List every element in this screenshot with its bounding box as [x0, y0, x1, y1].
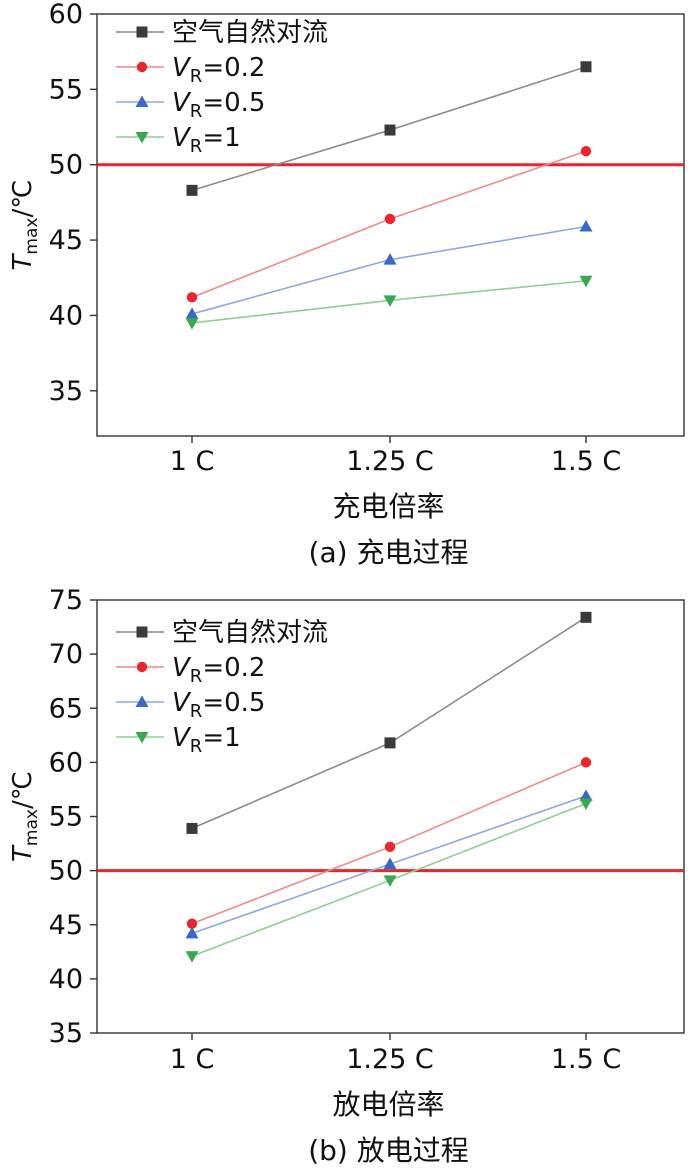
x-axis-label: 充电倍率: [332, 490, 444, 523]
data-point-s3-2: [579, 275, 593, 288]
legend-marker: [135, 95, 149, 107]
data-point-s2-1: [383, 857, 397, 870]
data-point-s2-1: [383, 253, 397, 265]
legend-marker: [136, 626, 148, 638]
legend-subscript: R: [190, 136, 203, 157]
figure-caption: (a) 充电过程: [309, 536, 469, 569]
legend-label: VR=0.5: [172, 88, 265, 122]
data-point-s0-1: [384, 737, 396, 749]
legend-subscript: R: [190, 66, 203, 87]
legend-symbol: V: [172, 653, 192, 683]
y-tick-label: 50: [49, 150, 83, 181]
legend-label: 空气自然对流: [172, 18, 328, 48]
series-line-0: [191, 616, 587, 830]
legend-text: 空气自然对流: [172, 18, 328, 48]
legend-value: =0.2: [202, 653, 265, 683]
legend-label: 空气自然对流: [172, 618, 328, 648]
legend-symbol: V: [172, 88, 192, 118]
y-tick-label: 50: [49, 856, 83, 887]
y-axis-subscript: max: [22, 218, 42, 255]
x-tick-label: 1 C: [170, 446, 215, 477]
y-tick-label: 75: [49, 585, 83, 616]
legend-label: VR=1: [172, 723, 241, 757]
x-tick-label: 1.25 C: [346, 446, 434, 477]
data-point-s1-2: [580, 145, 592, 157]
data-point-s0-0: [186, 822, 198, 834]
legend-subscript: R: [190, 666, 203, 687]
y-tick-label: 45: [49, 225, 83, 256]
legend-value: =0.2: [202, 53, 265, 83]
data-point-s2-0: [185, 307, 199, 319]
data-point-s0-2: [580, 611, 592, 623]
legend-symbol: V: [172, 123, 192, 153]
legend-label: VR=0.2: [172, 653, 265, 687]
legend-marker: [135, 695, 149, 707]
legend-symbol: V: [172, 53, 192, 83]
legend-marker: [135, 132, 149, 144]
y-axis-unit: /℃: [8, 771, 38, 809]
y-axis-subscript: max: [22, 809, 42, 846]
x-tick-label: 1.5 C: [551, 446, 621, 477]
legend-subscript: R: [190, 701, 203, 722]
x-tick-label: 1.25 C: [346, 1044, 434, 1075]
y-tick-label: 55: [49, 802, 83, 833]
x-tick-label: 1.5 C: [551, 1044, 621, 1075]
data-point-s0-0: [186, 184, 198, 196]
data-point-s2-2: [579, 789, 593, 801]
legend-value: =0.5: [202, 688, 265, 718]
legend-subscript: R: [190, 101, 203, 122]
y-axis-label: Tmax/℃: [8, 771, 42, 862]
data-point-s2-2: [579, 220, 593, 232]
legend-marker: [136, 61, 148, 73]
legend-value: =1: [202, 723, 240, 753]
y-tick-label: 40: [49, 964, 83, 995]
x-axis-label: 放电倍率: [332, 1088, 444, 1121]
legend-value: =0.5: [202, 88, 265, 118]
data-point-s3-1: [383, 875, 397, 887]
data-point-s3-2: [579, 798, 593, 811]
legend-symbol: V: [172, 723, 192, 753]
x-tick-label: 1 C: [170, 1044, 215, 1075]
y-axis-symbol: T: [8, 252, 38, 270]
y-tick-label: 70: [49, 639, 83, 670]
data-point-s3-0: [185, 317, 199, 330]
legend-symbol: V: [172, 688, 192, 718]
y-axis-unit: /℃: [8, 180, 38, 218]
data-point-s3-0: [185, 951, 199, 963]
y-tick-label: 65: [49, 693, 83, 724]
data-point-s0-2: [580, 61, 592, 73]
legend-label: VR=0.2: [172, 53, 265, 87]
y-tick-label: 60: [49, 0, 83, 30]
data-point-s1-2: [580, 757, 592, 768]
legend-text: 空气自然对流: [172, 618, 328, 648]
y-tick-label: 45: [49, 910, 83, 941]
data-point-s3-1: [383, 295, 397, 307]
figure-caption: (b) 放电过程: [308, 1134, 469, 1167]
data-point-s1-0: [186, 918, 198, 929]
data-point-s1-1: [384, 213, 396, 225]
legend-subscript: R: [190, 736, 203, 757]
legend-label: VR=0.5: [172, 688, 265, 722]
legend-value: =1: [202, 123, 240, 153]
y-tick-label: 55: [49, 74, 83, 105]
y-axis-label: Tmax/℃: [8, 180, 42, 271]
data-point-s2-0: [185, 926, 199, 939]
y-tick-label: 60: [49, 747, 83, 778]
legend-marker: [135, 732, 149, 744]
legend-marker: [136, 26, 148, 38]
legend-marker: [136, 661, 148, 673]
y-tick-label: 35: [49, 1018, 83, 1049]
legend-label: VR=1: [172, 123, 241, 157]
y-tick-label: 35: [49, 376, 83, 407]
data-point-s1-1: [384, 841, 396, 853]
data-point-s0-1: [384, 124, 396, 136]
y-axis-symbol: T: [8, 844, 38, 862]
y-tick-label: 40: [49, 300, 83, 331]
data-point-s1-0: [186, 292, 198, 303]
